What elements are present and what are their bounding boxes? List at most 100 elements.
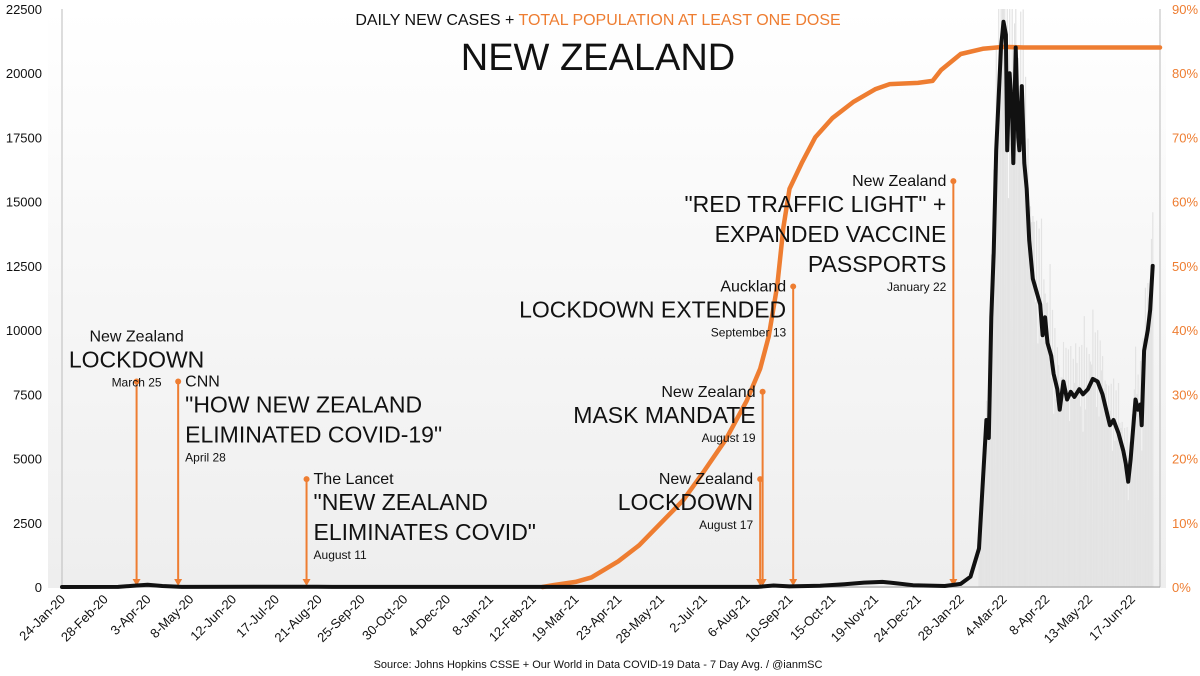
daily-bar (1055, 398, 1057, 587)
daily-bar (1047, 302, 1049, 587)
daily-bar (1152, 212, 1154, 588)
daily-bar (993, 169, 995, 587)
daily-bar (1115, 390, 1117, 587)
annotation-source: The Lancet (314, 471, 395, 488)
daily-bar (1130, 466, 1132, 587)
annotation-headline: EXPANDED VACCINE (715, 221, 947, 247)
daily-bar (1114, 441, 1116, 587)
daily-bar (1148, 297, 1150, 587)
daily-bar (1110, 383, 1112, 587)
left-tick-label: 17500 (6, 130, 42, 145)
left-axis: 0 2500 5000 7500 10000 12500 15000 17500 20000 22… (6, 2, 63, 595)
daily-bar (1025, 76, 1027, 588)
daily-bar (1142, 338, 1144, 587)
annotation-date: August 17 (699, 518, 753, 532)
x-tick-label: 17-Jun-22 (1086, 592, 1138, 644)
daily-bar (1014, 23, 1016, 587)
annotation-date: August 11 (314, 548, 367, 562)
daily-bar (1003, 9, 1005, 587)
daily-bar (1093, 382, 1095, 587)
annotation-arrow (949, 579, 958, 586)
annotation-arrow (174, 579, 183, 586)
annotation-headline: LOCKDOWN (69, 346, 204, 372)
daily-bar (1038, 228, 1040, 587)
annotation-source: New Zealand (89, 328, 183, 345)
daily-bar (992, 325, 994, 587)
daily-bar (1113, 378, 1115, 587)
daily-bar (1017, 57, 1019, 587)
daily-bar (1065, 347, 1067, 587)
left-tick-label: 22500 (6, 2, 42, 17)
right-tick-label: 80% (1172, 66, 1198, 81)
daily-bar (1007, 198, 1010, 587)
daily-bar (1082, 431, 1084, 587)
annotation-date: April 28 (185, 450, 226, 464)
x-tick-label: 4-Mar-22 (962, 592, 1010, 640)
daily-bar (1023, 171, 1025, 588)
daily-bar (1016, 46, 1018, 588)
daily-bar (1056, 347, 1058, 587)
daily-bar (1032, 216, 1034, 587)
daily-bar (1127, 500, 1129, 587)
daily-bar (1060, 377, 1062, 587)
daily-bar (1097, 330, 1099, 587)
daily-bar (1150, 238, 1153, 587)
annotation-date: August 19 (702, 431, 756, 445)
daily-bar (1103, 388, 1105, 587)
annotation-source: CNN (185, 373, 220, 390)
daily-bar (1091, 364, 1093, 587)
daily-bar (1015, 9, 1017, 587)
daily-bar (1089, 361, 1091, 587)
daily-bar (1109, 410, 1111, 587)
annotation-lines (132, 178, 958, 586)
left-tick-label: 12500 (6, 259, 42, 274)
daily-bar (1125, 477, 1127, 587)
daily-bar (1040, 218, 1043, 587)
subtitle-part-vaccination: TOTAL POPULATION AT LEAST ONE DOSE (519, 12, 841, 29)
daily-bar (1027, 138, 1029, 587)
daily-bar (1042, 337, 1044, 587)
chart-title: NEW ZEALAND (461, 37, 735, 79)
x-tick-label: 4-Dec-20 (405, 592, 453, 640)
daily-bar (1070, 346, 1072, 587)
right-tick-label: 0% (1172, 580, 1191, 595)
annotation-headline: LOCKDOWN (618, 489, 753, 515)
daily-bar (1006, 9, 1008, 587)
daily-bar (1098, 416, 1100, 587)
daily-bar (1124, 428, 1126, 587)
daily-bar (1012, 160, 1014, 587)
daily-bar (1022, 9, 1024, 587)
daily-bar (1020, 11, 1022, 588)
daily-bar (1078, 346, 1080, 587)
annotation-source: New Zealand (661, 384, 755, 401)
daily-bar (1105, 384, 1107, 587)
annotation-arrow (132, 579, 141, 586)
right-tick-label: 60% (1172, 195, 1198, 210)
series-line-vaccination (540, 44, 1163, 590)
daily-bar (1077, 385, 1079, 587)
right-tick-label: 70% (1172, 130, 1198, 145)
daily-bar (1036, 220, 1038, 587)
daily-bar (1050, 378, 1052, 587)
daily-bar (1120, 427, 1122, 587)
plot-background (48, 8, 1166, 588)
source-note: Source: Johns Hopkins CSSE + Our World i… (374, 659, 823, 671)
left-tick-label: 10000 (6, 323, 42, 338)
daily-bar (1058, 365, 1060, 587)
annotation-source: Auckland (720, 278, 786, 295)
daily-bar (1147, 283, 1149, 587)
annotation-date: March 25 (112, 375, 162, 389)
daily-bar (1072, 358, 1074, 587)
daily-bar (1051, 309, 1054, 587)
daily-bar (1053, 413, 1055, 587)
annotation-headline: PASSPORTS (808, 251, 946, 277)
daily-bar (1048, 344, 1050, 587)
daily-bar (1021, 143, 1023, 587)
daily-bar (1126, 427, 1128, 587)
daily-bar (1099, 340, 1101, 587)
daily-bar (1100, 370, 1102, 587)
annotation-headline: LOCKDOWN EXTENDED (519, 296, 786, 322)
daily-bar (1094, 332, 1096, 587)
